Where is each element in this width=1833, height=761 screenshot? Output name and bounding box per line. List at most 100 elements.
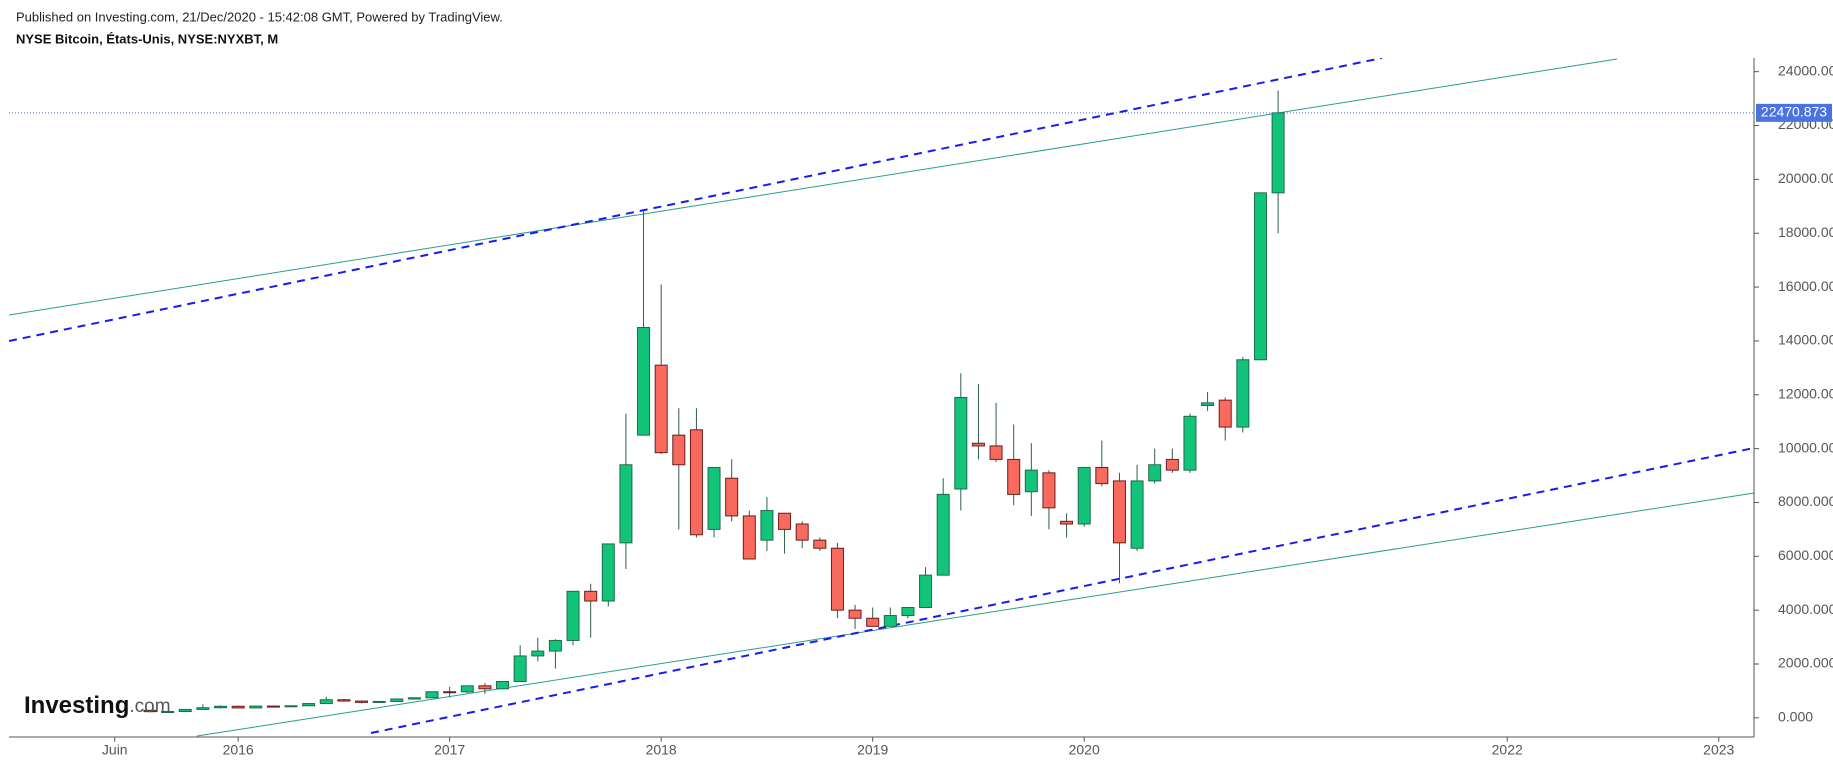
y-tick-label: 8000.000 (1778, 493, 1833, 509)
candle-body (143, 709, 157, 713)
candle-body (848, 609, 862, 619)
x-tick-label: Juin (102, 741, 128, 757)
candle-body (778, 512, 792, 530)
candle-body (1042, 472, 1056, 509)
candle-body (1165, 458, 1179, 471)
candle-body (637, 326, 651, 436)
candle-body (1112, 480, 1126, 544)
trend-line (9, 58, 1618, 316)
trend-line (196, 492, 1754, 737)
candle-body (302, 703, 316, 707)
candle-body (689, 429, 703, 536)
candle-body (1095, 466, 1109, 485)
candle-body (548, 639, 562, 652)
trend-line-dashed (370, 447, 1754, 734)
candle-body (813, 539, 827, 549)
candle-body (214, 705, 228, 709)
candle-body (513, 655, 527, 683)
candle-body (901, 606, 915, 617)
y-tick-label: 18000.000 (1778, 224, 1833, 240)
candle-body (319, 699, 333, 705)
candle-body (954, 396, 968, 490)
candle-body (601, 543, 615, 602)
candles (143, 90, 1285, 713)
candle-body (971, 442, 985, 447)
candle-body (566, 590, 580, 641)
x-tick-label: 2017 (434, 741, 465, 757)
candle-body (1236, 359, 1250, 428)
candle-body (619, 464, 633, 544)
x-tick-label: 2018 (646, 741, 677, 757)
y-tick-label: 16000.000 (1778, 278, 1833, 294)
candle-body (478, 685, 492, 690)
y-tick-label: 2000.000 (1778, 655, 1833, 671)
candle-body (989, 445, 1003, 460)
candle-body (866, 617, 880, 627)
candle-body (284, 705, 298, 708)
last-price-box (1756, 103, 1832, 122)
y-tick-label: 0.000 (1778, 709, 1813, 725)
candle-body (407, 697, 421, 700)
candle-body (355, 700, 369, 703)
candle-body (1024, 469, 1038, 493)
x-tick-label: 2019 (857, 741, 888, 757)
candle-body (795, 523, 809, 541)
y-tick-label: 4000.000 (1778, 601, 1833, 617)
candle-body (1183, 415, 1197, 471)
y-tick-label: 12000.000 (1778, 385, 1833, 401)
x-tick-label: 2022 (1492, 741, 1523, 757)
x-tick-label: 2016 (223, 741, 254, 757)
candle-body (1077, 466, 1091, 525)
y-tick-label: 6000.000 (1778, 547, 1833, 563)
candle-body (760, 510, 774, 541)
candle-body (584, 590, 598, 602)
y-tick-label: 14000.000 (1778, 332, 1833, 348)
candle-body (1271, 112, 1285, 194)
y-tick-label: 10000.000 (1778, 439, 1833, 455)
candle-body (654, 364, 668, 454)
x-tick-label: 2020 (1069, 741, 1100, 757)
candle-body (919, 574, 933, 608)
candle-body (672, 434, 686, 466)
candle-body (496, 681, 510, 690)
logo-suffix: .com (129, 696, 170, 717)
candle-body (1130, 480, 1144, 549)
logo: Investing.com (24, 692, 171, 719)
candle-body (1007, 458, 1021, 495)
candle-body (1060, 520, 1074, 525)
candle-body (1218, 399, 1232, 428)
candle-body (460, 685, 474, 693)
candle-body (266, 705, 280, 708)
candle-body (443, 691, 457, 694)
candle-body (742, 515, 756, 560)
candle-body (883, 615, 897, 627)
candle-body (425, 691, 439, 699)
candle-body (337, 699, 351, 702)
candle-body (178, 708, 192, 712)
trend-line-dashed (9, 58, 1383, 342)
candle-body (1201, 402, 1215, 407)
instrument-title: NYSE Bitcoin, États-Unis, NYSE:NYXBT, M (16, 31, 278, 46)
candle-body (196, 707, 210, 710)
candle-body (249, 705, 263, 709)
candle-body (1148, 464, 1162, 482)
candle-body (830, 547, 844, 611)
candle-body (725, 477, 739, 517)
y-tick-label: 20000.000 (1778, 170, 1833, 186)
candle-body (936, 493, 950, 576)
candle-body (707, 466, 721, 530)
candle-body (531, 650, 545, 657)
trend-lines (9, 58, 1754, 737)
published-note: Published on Investing.com, 21/Dec/2020 … (16, 9, 503, 24)
candle-body (231, 705, 245, 709)
logo-name: Investing (24, 692, 129, 719)
candle-body (390, 698, 404, 702)
x-tick-label: 2023 (1703, 741, 1734, 757)
candle-body (372, 700, 386, 703)
candle-body (1253, 192, 1267, 361)
last-price-label: 22470.873 (1761, 104, 1827, 120)
logo-text: Investing.com (24, 692, 171, 719)
y-tick-label: 24000.000 (1778, 62, 1833, 78)
